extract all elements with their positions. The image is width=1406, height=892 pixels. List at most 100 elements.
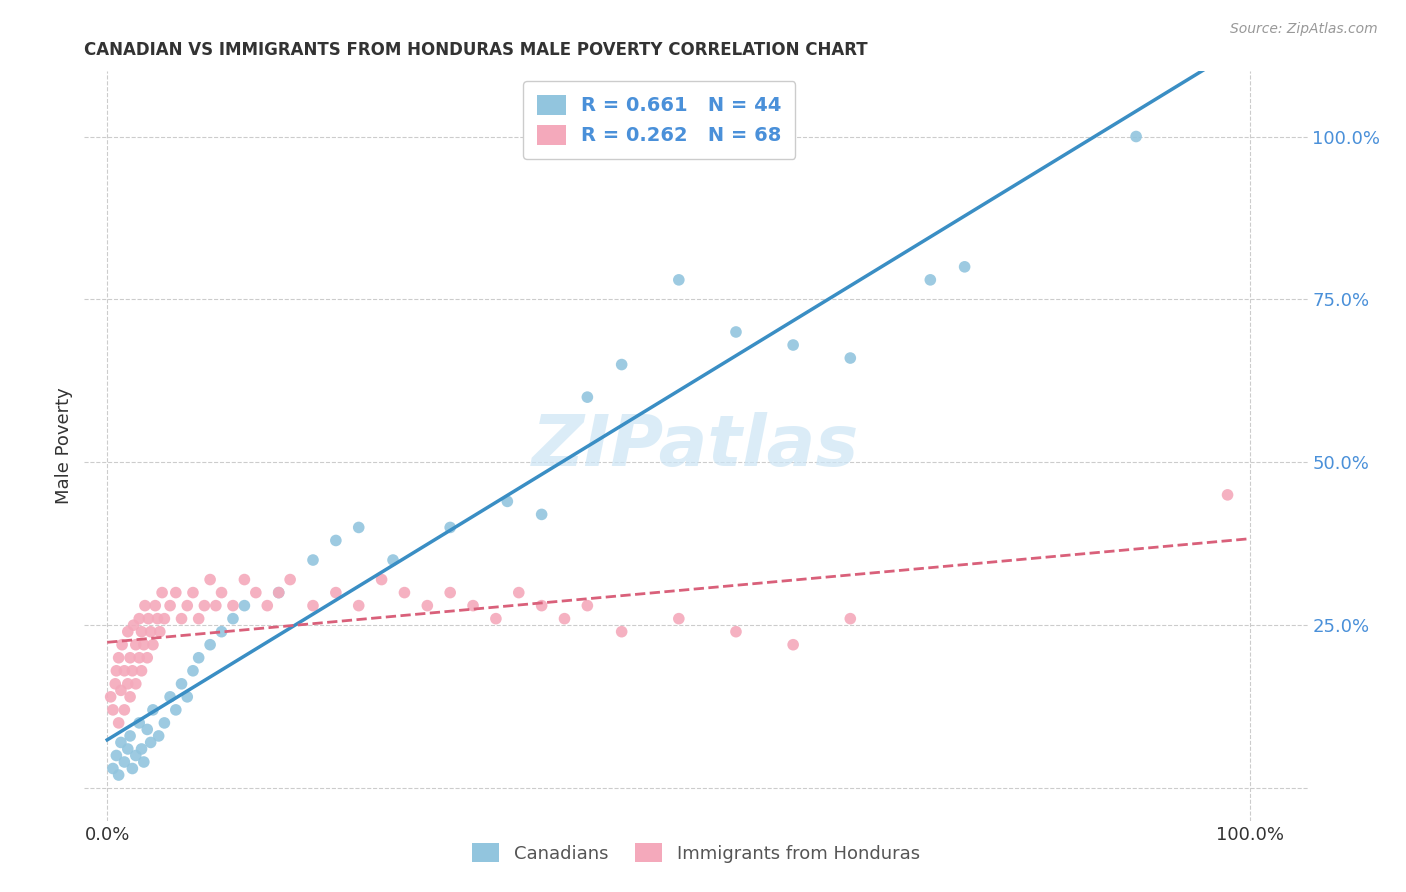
Point [112,703,135,717]
Point [105,664,128,678]
Text: Source: ZipAtlas.com: Source: ZipAtlas.com [1230,22,1378,37]
Point [120,690,142,704]
Point [198,573,221,587]
Point [953,260,976,274]
Point [278,573,301,587]
Point [302,553,325,567]
Point [668,612,690,626]
Point [222,599,245,613]
Point [104,677,127,691]
Point [211,585,233,599]
Point [128,715,150,730]
Point [325,533,347,548]
Point [112,755,135,769]
Point [181,585,204,599]
Point [485,612,508,626]
Point [839,351,862,365]
Point [153,612,176,626]
Point [222,612,245,626]
Point [782,638,804,652]
Point [105,748,128,763]
Y-axis label: Male Poverty: Male Poverty [55,388,73,504]
Point [142,638,165,652]
Point [136,723,159,737]
Point [138,612,160,626]
Point [267,585,290,599]
Point [110,683,132,698]
Point [159,690,181,704]
Point [132,638,155,652]
Point [143,599,166,613]
Point [724,624,747,639]
Point [170,677,193,691]
Point [205,599,228,613]
Point [107,650,129,665]
Point [117,677,139,691]
Point [347,520,370,534]
Point [128,650,150,665]
Point [132,755,155,769]
Point [148,729,170,743]
Point [233,573,256,587]
Point [150,585,173,599]
Point [370,573,392,587]
Point [159,599,181,613]
Point [136,650,159,665]
Point [165,585,187,599]
Point [117,624,139,639]
Point [576,390,599,404]
Point [122,618,145,632]
Point [1125,129,1147,144]
Point [187,650,209,665]
Point [100,690,122,704]
Point [530,508,553,522]
Point [508,585,530,599]
Point [724,325,747,339]
Point [1216,488,1239,502]
Point [149,624,172,639]
Point [142,703,165,717]
Point [193,599,215,613]
Point [198,638,221,652]
Point [382,553,405,567]
Point [170,612,193,626]
Point [131,742,153,756]
Point [347,599,370,613]
Point [416,599,439,613]
Point [553,612,575,626]
Point [176,690,198,704]
Point [576,599,599,613]
Point [125,677,148,691]
Point [139,735,162,749]
Point [302,599,325,613]
Legend: Canadians, Immigrants from Honduras: Canadians, Immigrants from Honduras [463,834,929,871]
Point [176,599,198,613]
Point [610,358,633,372]
Point [496,494,519,508]
Point [117,742,139,756]
Point [107,715,129,730]
Point [121,762,143,776]
Point [267,585,290,599]
Point [120,650,142,665]
Point [139,624,162,639]
Point [211,624,233,639]
Point [125,748,148,763]
Point [134,599,156,613]
Point [112,664,135,678]
Point [110,735,132,749]
Point [153,715,176,730]
Point [131,624,153,639]
Point [461,599,484,613]
Point [146,612,169,626]
Point [394,585,416,599]
Point [187,612,209,626]
Text: CANADIAN VS IMMIGRANTS FROM HONDURAS MALE POVERTY CORRELATION CHART: CANADIAN VS IMMIGRANTS FROM HONDURAS MAL… [84,41,868,59]
Point [128,612,150,626]
Text: ZIPatlas: ZIPatlas [533,411,859,481]
Point [107,768,129,782]
Point [256,599,278,613]
Point [439,520,461,534]
Point [165,703,187,717]
Point [121,664,143,678]
